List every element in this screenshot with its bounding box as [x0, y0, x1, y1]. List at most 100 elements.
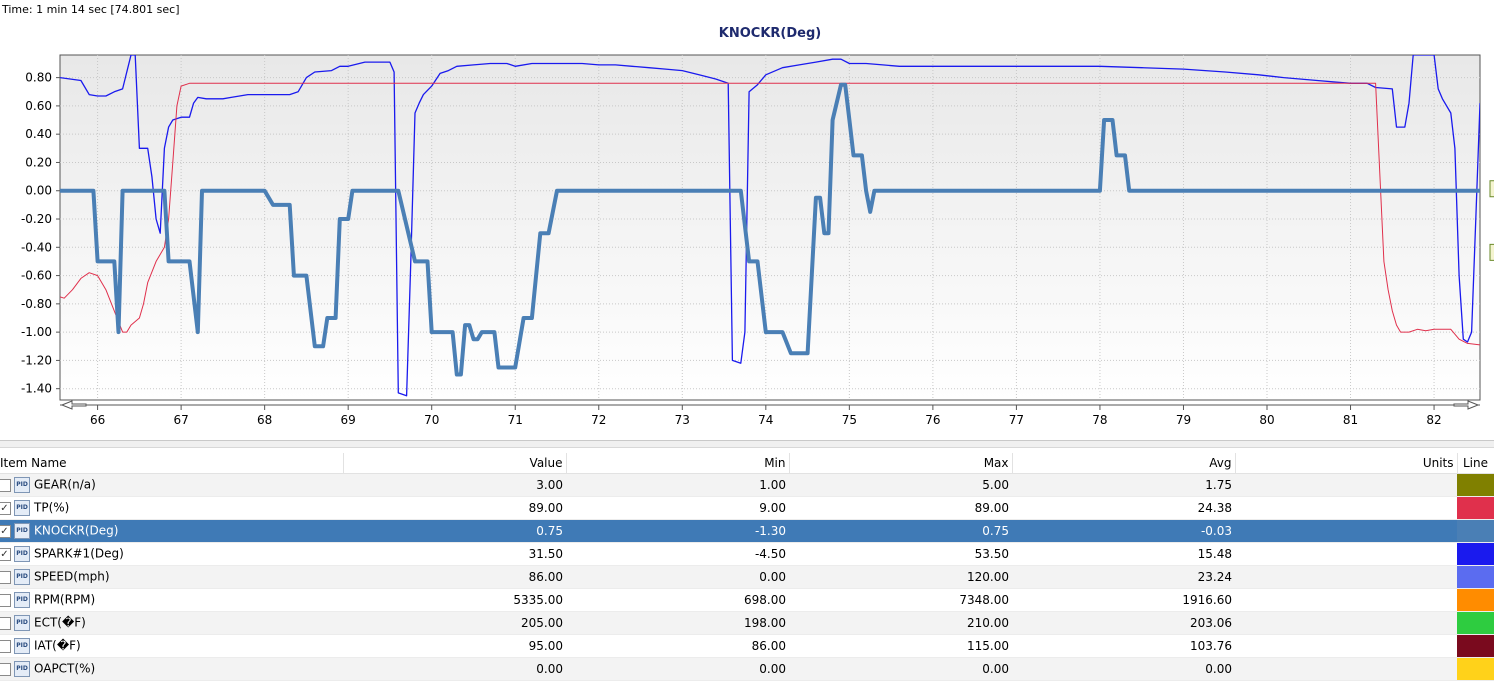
- units-cell: [1235, 657, 1457, 681]
- col-header-item-name[interactable]: Item Name: [0, 453, 344, 474]
- value-cell: 3.00: [343, 473, 566, 497]
- y-tick-label: -0.80: [21, 297, 52, 311]
- series-line-spark-1-deg: [60, 55, 1480, 397]
- item-checkbox[interactable]: [0, 639, 11, 653]
- item-checkbox[interactable]: ✓: [0, 524, 11, 538]
- table-row[interactable]: ✓ PID TP(%) 89.00 9.00 89.00 24.38: [0, 496, 1494, 520]
- line-color-swatch[interactable]: [1457, 634, 1494, 658]
- item-name-cell: PID SPEED(mph): [0, 565, 343, 589]
- item-checkbox[interactable]: [0, 616, 11, 630]
- line-color-swatch[interactable]: [1457, 657, 1494, 681]
- table-row[interactable]: PID SPEED(mph) 86.00 0.00 120.00 23.24: [0, 565, 1494, 589]
- pane-splitter[interactable]: [0, 440, 1494, 448]
- table-row[interactable]: ✓ PID SPARK#1(Deg) 31.50 -4.50 53.50 15.48: [0, 542, 1494, 566]
- scroll-right-icon[interactable]: [1453, 400, 1480, 410]
- x-tick-label: 71: [508, 413, 523, 427]
- x-tick-label: 79: [1176, 413, 1191, 427]
- line-color-swatch[interactable]: [1457, 473, 1494, 497]
- table-header-row: Item Name Value Min Max Avg Units Line: [0, 453, 1494, 474]
- item-checkbox[interactable]: ✓: [0, 501, 11, 515]
- y-tick-label: -0.60: [21, 269, 52, 283]
- line-color-swatch[interactable]: [1457, 519, 1494, 543]
- col-header-min[interactable]: Min: [566, 453, 790, 474]
- line-color-swatch[interactable]: [1457, 611, 1494, 635]
- col-header-line[interactable]: Line: [1457, 453, 1494, 474]
- pid-icon: PID: [14, 523, 30, 539]
- units-cell: [1235, 588, 1457, 612]
- value-cell: 205.00: [343, 611, 566, 635]
- scroll-left-icon[interactable]: [60, 400, 87, 410]
- item-name: KNOCKR(Deg): [34, 523, 119, 538]
- x-tick-label: 78: [1092, 413, 1107, 427]
- col-header-max[interactable]: Max: [789, 453, 1013, 474]
- avg-cell: 1.75: [1012, 473, 1235, 497]
- col-header-value[interactable]: Value: [343, 453, 567, 474]
- units-cell: [1235, 565, 1457, 589]
- table-row[interactable]: PID IAT(�F) 95.00 86.00 115.00 103.76: [0, 634, 1494, 658]
- avg-cell: 23.24: [1012, 565, 1235, 589]
- value-cell: 95.00: [343, 634, 566, 658]
- table-row[interactable]: PID OAPCT(%) 0.00 0.00 0.00 0.00: [0, 657, 1494, 681]
- item-name: ECT(�F): [34, 615, 86, 630]
- x-tick-label: 75: [842, 413, 857, 427]
- item-name-cell: ✓ PID TP(%): [0, 496, 343, 520]
- table-row[interactable]: ✓ PID KNOCKR(Deg) 0.75 -1.30 0.75 -0.03: [0, 519, 1494, 543]
- item-name-cell: PID ECT(�F): [0, 611, 343, 635]
- item-checkbox[interactable]: [0, 662, 11, 676]
- y-tick-label: -1.20: [21, 353, 52, 367]
- avg-cell: 0.00: [1012, 657, 1235, 681]
- item-checkbox[interactable]: [0, 593, 11, 607]
- x-tick-label: 72: [591, 413, 606, 427]
- max-cell: 5.00: [789, 473, 1012, 497]
- item-name: OAPCT(%): [34, 661, 96, 676]
- item-name-cell: ✓ PID SPARK#1(Deg): [0, 542, 343, 566]
- line-color-swatch[interactable]: [1457, 565, 1494, 589]
- chart-area[interactable]: 0.80 0.60 0.40 0.20 0.00 -0.20 -0.40 -0.60 -0.80…: [0, 40, 1494, 440]
- pid-icon: PID: [14, 569, 30, 585]
- item-checkbox[interactable]: ✓: [0, 547, 11, 561]
- line-color-swatch[interactable]: [1457, 588, 1494, 612]
- value-cell: 0.75: [343, 519, 566, 543]
- max-cell: 210.00: [789, 611, 1012, 635]
- y-tick-label: 0.40: [25, 127, 52, 141]
- pid-icon: PID: [14, 500, 30, 516]
- pid-icon: PID: [14, 661, 30, 677]
- col-header-units[interactable]: Units: [1235, 453, 1458, 474]
- min-cell: 0.00: [566, 657, 789, 681]
- table-row[interactable]: PID RPM(RPM) 5335.00 698.00 7348.00 1916.60: [0, 588, 1494, 612]
- pid-icon: PID: [14, 638, 30, 654]
- item-table-panel: Item Name Value Min Max Avg Units Line P…: [0, 453, 1494, 681]
- x-tick-label: 82: [1426, 413, 1441, 427]
- line-color-swatch[interactable]: [1457, 496, 1494, 520]
- item-checkbox[interactable]: [0, 478, 11, 492]
- min-cell: 198.00: [566, 611, 789, 635]
- pid-icon: PID: [14, 592, 30, 608]
- x-tick-label: 74: [758, 413, 773, 427]
- table-row[interactable]: PID ECT(�F) 205.00 198.00 210.00 203.06: [0, 611, 1494, 635]
- item-checkbox[interactable]: [0, 570, 11, 584]
- units-cell: [1235, 634, 1457, 658]
- line-color-swatch[interactable]: [1457, 542, 1494, 566]
- table-row[interactable]: PID GEAR(n/a) 3.00 1.00 5.00 1.75: [0, 473, 1494, 497]
- y-tick-label: -1.00: [21, 325, 52, 339]
- x-tick-label: 70: [424, 413, 439, 427]
- item-name: RPM(RPM): [34, 592, 96, 607]
- y-tick-label: 0.20: [25, 155, 52, 169]
- min-cell: -4.50: [566, 542, 789, 566]
- item-name: GEAR(n/a): [34, 477, 96, 492]
- units-cell: [1235, 519, 1457, 543]
- item-name: IAT(�F): [34, 638, 81, 653]
- max-cell: 53.50: [789, 542, 1012, 566]
- col-header-avg[interactable]: Avg: [1012, 453, 1236, 474]
- units-cell: [1235, 542, 1457, 566]
- plot-area[interactable]: [59, 54, 1481, 401]
- avg-cell: -0.03: [1012, 519, 1235, 543]
- avg-cell: 103.76: [1012, 634, 1235, 658]
- min-cell: 698.00: [566, 588, 789, 612]
- min-cell: 86.00: [566, 634, 789, 658]
- item-table: Item Name Value Min Max Avg Units Line P…: [0, 453, 1494, 681]
- avg-cell: 1916.60: [1012, 588, 1235, 612]
- min-cell: 0.00: [566, 565, 789, 589]
- units-cell: [1235, 496, 1457, 520]
- item-name-cell: PID RPM(RPM): [0, 588, 343, 612]
